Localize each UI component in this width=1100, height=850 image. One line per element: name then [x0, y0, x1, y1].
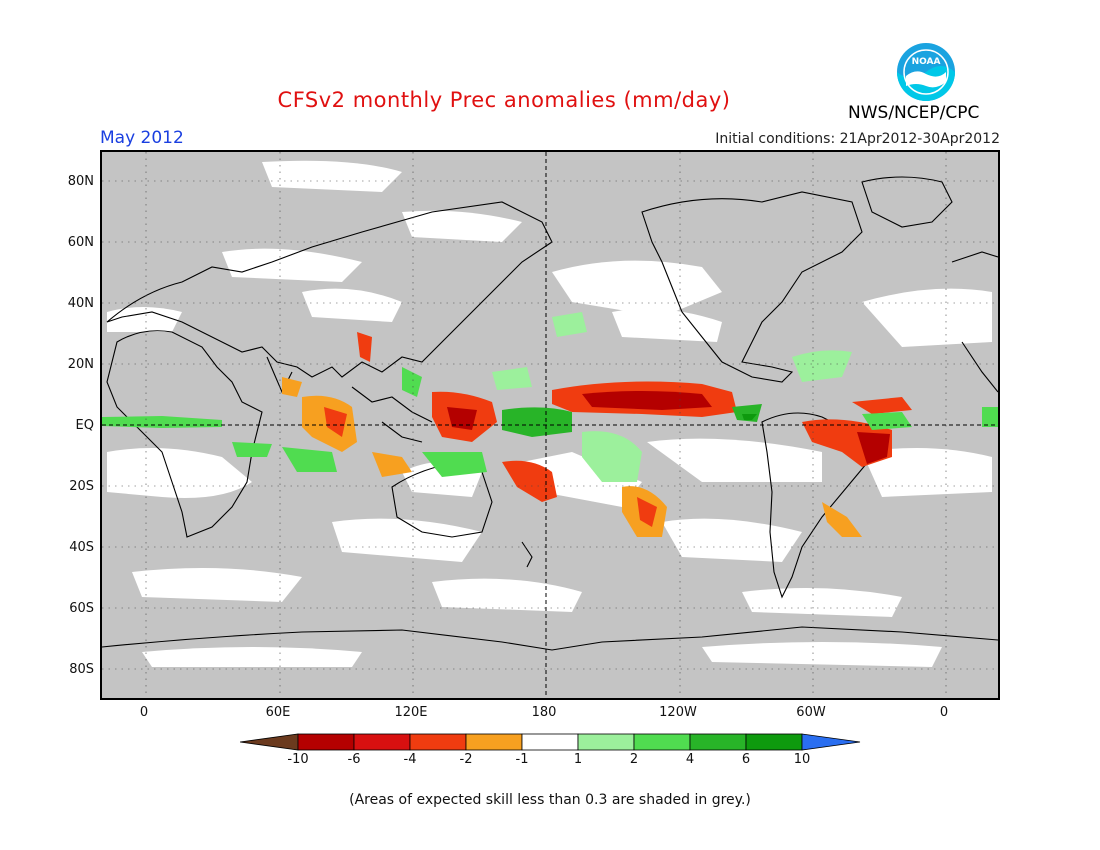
- initial-conditions: Initial conditions: 21Apr2012-30Apr2012: [715, 131, 1000, 147]
- colorbar-cell: [409, 733, 467, 751]
- coastlines: [102, 176, 998, 651]
- colorbar-label: 2: [629, 752, 639, 767]
- longitude-label: 60W: [796, 705, 826, 720]
- colorbar-cell: [745, 733, 803, 751]
- latitude-label: 40N: [67, 296, 94, 311]
- colorbar-cells: [240, 733, 861, 751]
- precip-anomaly-map: [100, 150, 1000, 700]
- negative-anomaly-areas: [282, 332, 912, 537]
- colorbar-label: 10: [793, 752, 811, 767]
- longitude-label: 0: [139, 705, 149, 720]
- colorbar-cell: [633, 733, 691, 751]
- colorbar-label: 4: [685, 752, 695, 767]
- latitude-label: 40S: [69, 540, 94, 555]
- colorbar-cell: [465, 733, 523, 751]
- colorbar-label: 6: [741, 752, 751, 767]
- longitude-label: 120E: [394, 705, 428, 720]
- colorbar-cell: [297, 733, 355, 751]
- agency-label: NWS/NCEP/CPC: [848, 103, 980, 123]
- colorbar-label: -10: [287, 752, 309, 767]
- noaa-logo: NOAA: [897, 43, 955, 101]
- latitude-label: 20N: [67, 357, 94, 372]
- longitude-label: 180: [531, 705, 557, 720]
- colorbar: [240, 733, 861, 751]
- colorbar-arrow-low: [240, 733, 299, 751]
- longitude-label: 120W: [659, 705, 697, 720]
- longitude-label: 0: [939, 705, 949, 720]
- footer-note: (Areas of expected skill less than 0.3 a…: [349, 792, 751, 808]
- colorbar-cell: [577, 733, 635, 751]
- colorbar-label: -2: [459, 752, 473, 767]
- colorbar-label: 1: [573, 752, 583, 767]
- latitude-label: 80S: [69, 662, 94, 677]
- colorbar-cell: [521, 733, 579, 751]
- latitude-label: 80N: [67, 174, 94, 189]
- chart-title: CFSv2 monthly Prec anomalies (mm/day): [277, 88, 731, 112]
- forecast-month: May 2012: [100, 128, 184, 148]
- colorbar-label: -4: [403, 752, 417, 767]
- colorbar-label: -6: [347, 752, 361, 767]
- colorbar-cell: [353, 733, 411, 751]
- colorbar-arrow-high: [801, 733, 861, 751]
- equator-dateline: [102, 152, 998, 698]
- map-canvas: [102, 152, 998, 698]
- positive-anomaly-areas: [102, 312, 998, 482]
- latitude-label: EQ: [75, 418, 94, 433]
- latitude-label: 60N: [67, 235, 94, 250]
- noaa-logo-text: NOAA: [912, 57, 941, 67]
- latitude-label: 20S: [69, 479, 94, 494]
- neutral-anomaly-areas: [107, 160, 992, 667]
- colorbar-label: -1: [515, 752, 529, 767]
- longitude-label: 60E: [265, 705, 291, 720]
- latitude-label: 60S: [69, 601, 94, 616]
- colorbar-cell: [689, 733, 747, 751]
